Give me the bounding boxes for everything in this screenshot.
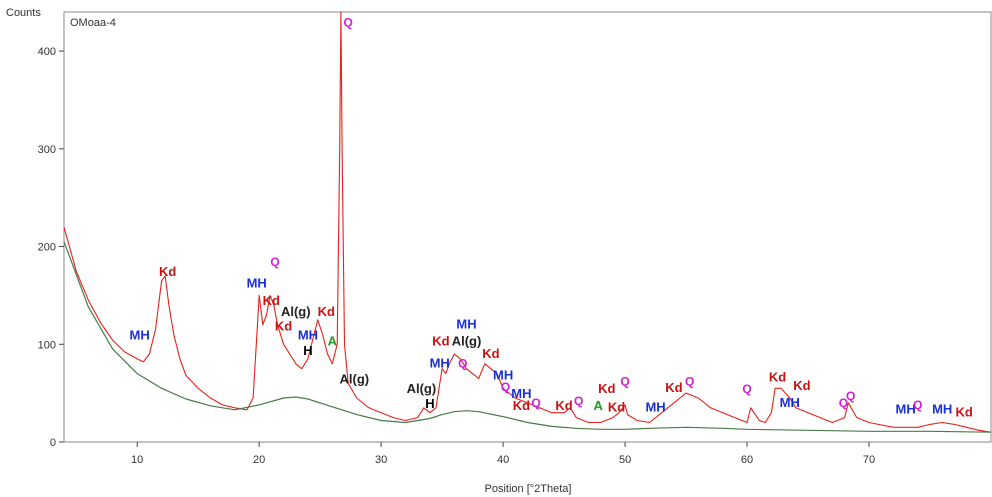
peak-label: MH (298, 327, 318, 342)
peak-label: Kd (598, 381, 615, 396)
x-tick-label: 30 (375, 454, 387, 466)
peak-label: MH (645, 400, 665, 415)
peak-label: Q (531, 396, 540, 410)
x-tick-label: 20 (253, 454, 265, 466)
peak-label: Kd (275, 319, 292, 334)
peak-label: Kd (555, 398, 572, 413)
peak-label: MH (511, 386, 531, 401)
x-tick-label: 40 (497, 454, 509, 466)
y-tick-label: 200 (38, 242, 56, 254)
y-tick-label: 0 (50, 437, 56, 449)
peak-label: MH (896, 402, 916, 417)
peak-label: MH (456, 317, 476, 332)
peak-label: MH (130, 327, 150, 342)
peak-label: Kd (159, 264, 176, 279)
y-tick-label: 300 (38, 144, 56, 156)
peak-label: Kd (793, 378, 810, 393)
x-tick-label: 50 (619, 454, 631, 466)
peak-label: Kd (608, 400, 625, 415)
peak-label: Al(g) (281, 304, 311, 319)
peak-label: A (594, 398, 604, 413)
peak-label: MH (780, 395, 800, 410)
peak-label: Kd (318, 304, 335, 319)
peak-label: Q (270, 255, 279, 269)
plot-frame (63, 11, 992, 443)
peak-label: Q (685, 374, 694, 388)
y-axis-label: Counts (6, 7, 41, 19)
x-tick-label: 10 (131, 454, 143, 466)
peak-label: Al(g) (452, 333, 482, 348)
peak-label: Kd (482, 346, 499, 361)
background-curve (63, 241, 992, 433)
peak-label: Q (839, 396, 848, 410)
x-tick-label: 60 (741, 454, 753, 466)
y-tick-label: 100 (38, 339, 56, 351)
peak-label: Q (742, 382, 751, 396)
peak-label: Al(g) (339, 371, 369, 386)
peak-label: Q (574, 394, 583, 408)
peak-label: A (328, 333, 338, 348)
peak-label: H (425, 396, 434, 411)
peak-label: MH (247, 276, 267, 291)
peak-label: Q (344, 16, 353, 30)
x-tick-label: 70 (863, 454, 875, 466)
peak-label: MH (430, 356, 450, 371)
peak-label: Kd (513, 398, 530, 413)
sample-label: OMoaa-4 (70, 17, 116, 29)
diffraction-pattern-line (63, 11, 992, 433)
peak-label: MH (932, 402, 952, 417)
peak-label: Q (458, 357, 467, 371)
peak-label: Kd (665, 380, 682, 395)
peak-label: Q (501, 380, 510, 394)
peak-label: H (303, 343, 312, 358)
y-tick-label: 400 (38, 46, 56, 58)
peak-label: Kd (432, 333, 449, 348)
peak-label: Al(g) (407, 381, 437, 396)
peak-label: Kd (769, 369, 786, 384)
peak-label: MH (493, 367, 513, 382)
x-axis-label: Position [°2Theta] (485, 483, 572, 495)
peak-label: Kd (955, 405, 972, 420)
peak-label: Q (846, 389, 855, 403)
peak-label: Q (913, 398, 922, 412)
peak-label: Kd (263, 293, 280, 308)
peak-label: Q (620, 374, 629, 388)
